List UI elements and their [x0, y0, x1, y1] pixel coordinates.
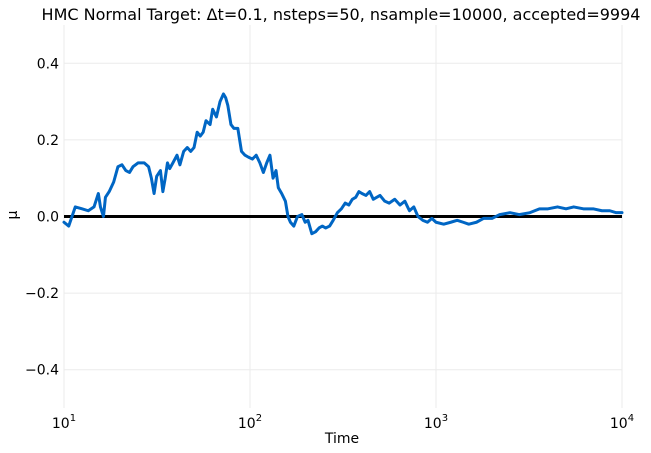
y-tick-label: −0.2	[25, 286, 59, 302]
series-line	[62, 92, 624, 236]
x-tick-labels: 101 102 103 104	[52, 413, 634, 432]
x-axis-label: Time	[324, 431, 359, 447]
series-layer	[62, 92, 624, 236]
chart-title: HMC Normal Target: Δt=0.1, nsteps=50, ns…	[42, 5, 641, 24]
x-tick-label: 102	[238, 413, 262, 432]
y-tick-labels: 0.4 0.2 0.0 −0.2 −0.4	[25, 56, 59, 378]
y-axis-label: μ	[5, 210, 21, 219]
x-tick-label: 104	[610, 413, 634, 432]
x-tick-label: 103	[424, 413, 448, 432]
y-tick-label: 0.2	[37, 133, 59, 149]
y-tick-label: 0.0	[37, 210, 59, 226]
x-tick-label: 101	[52, 413, 76, 432]
y-tick-label: −0.4	[25, 363, 59, 379]
y-tick-label: 0.4	[37, 56, 59, 72]
